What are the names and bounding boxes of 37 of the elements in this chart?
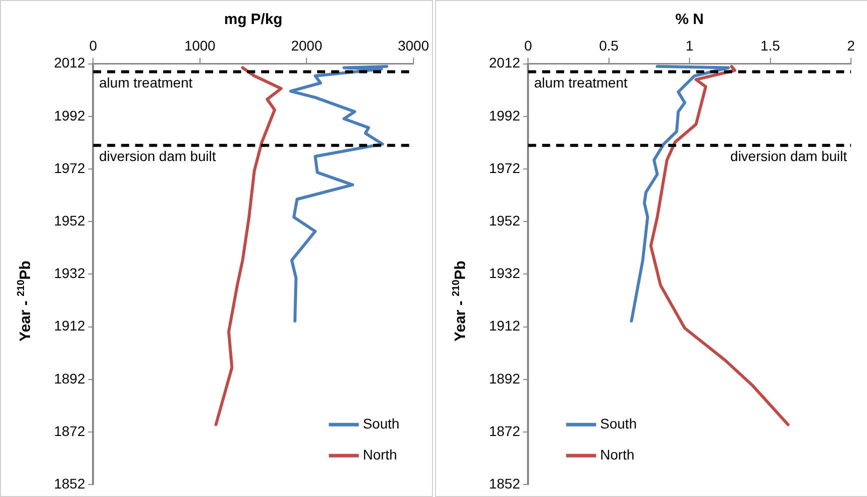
ref-line-label: alum treatment — [534, 74, 628, 91]
y-tick-label: 2012 — [488, 54, 520, 71]
y-tick-label: 1852 — [488, 475, 520, 492]
legend-label: North — [362, 446, 398, 462]
y-tick-label: 1992 — [54, 107, 86, 124]
x-tick-label: 3000 — [398, 37, 430, 54]
x-tick-label: 0 — [89, 37, 98, 54]
y-tick-label: 1932 — [54, 265, 86, 282]
x-tick-label: 2 — [847, 37, 856, 54]
y-tick-label: 1892 — [54, 370, 86, 386]
y-tick-label: 1912 — [488, 318, 520, 334]
ref-line-label: alum treatment — [99, 74, 193, 91]
y-tick-label: 1952 — [488, 212, 520, 228]
y-tick-label: 1972 — [54, 160, 86, 176]
x-tick-label: 0.5 — [599, 37, 619, 54]
x-axis-title: mg P/kg — [224, 11, 282, 28]
x-tick-label: 1 — [686, 37, 694, 54]
ref-line-label: diversion dam built — [730, 148, 848, 164]
y-tick-label: 1872 — [54, 422, 86, 439]
legend-label: South — [600, 415, 637, 432]
y-tick-label: 1932 — [488, 265, 520, 282]
legend-label: North — [600, 446, 634, 462]
x-axis-title: % N — [675, 11, 704, 28]
y-tick-label: 1972 — [488, 160, 520, 176]
x-tick-label: 0 — [524, 37, 532, 54]
x-tick-label: 1.5 — [760, 37, 780, 54]
y-tick-label: 1992 — [488, 107, 520, 124]
x-tick-label: 2000 — [291, 37, 322, 54]
y-tick-label: 1912 — [54, 318, 86, 334]
y-tick-label: 1852 — [54, 475, 86, 492]
ref-line-label: diversion dam built — [99, 148, 216, 164]
y-tick-label: 1892 — [488, 370, 520, 386]
y-tick-label: 2012 — [54, 54, 86, 71]
y-tick-label: 1872 — [488, 422, 520, 439]
x-tick-label: 1000 — [184, 37, 216, 54]
y-tick-label: 1952 — [54, 212, 86, 228]
legend-label: South — [362, 415, 400, 432]
